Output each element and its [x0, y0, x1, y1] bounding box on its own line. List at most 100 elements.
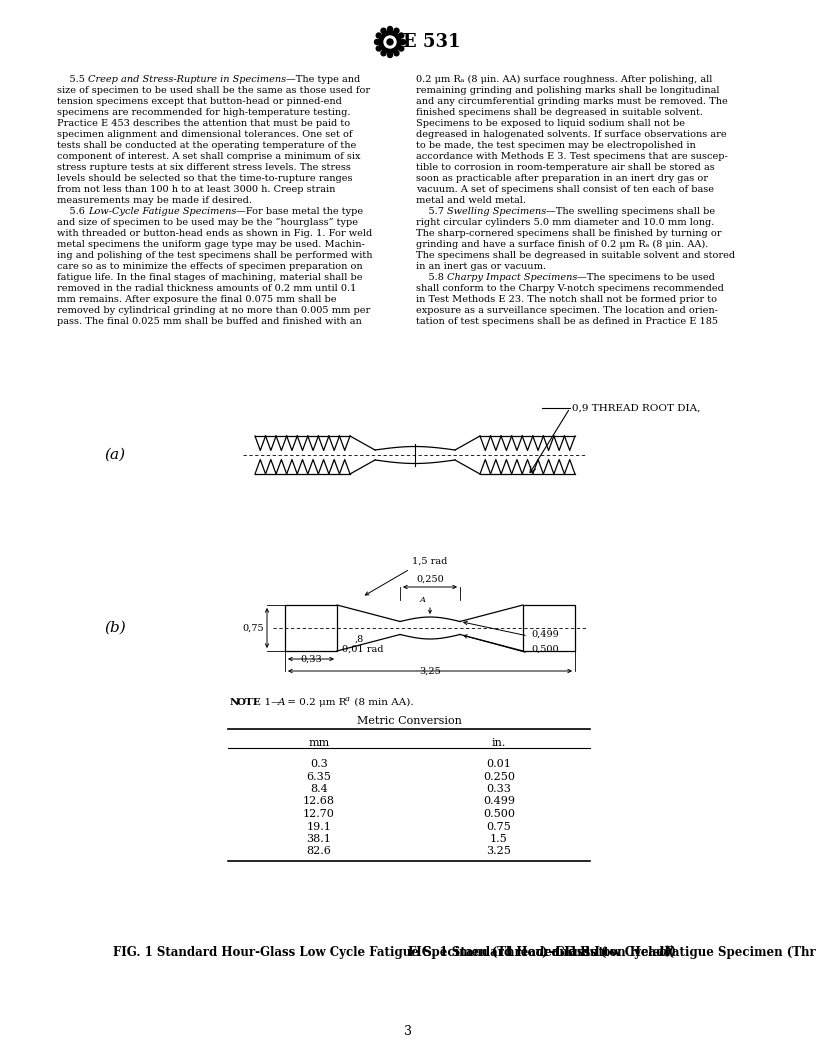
- Text: 6.35: 6.35: [307, 772, 331, 781]
- Text: metal and weld metal.: metal and weld metal.: [416, 196, 526, 205]
- Text: removed in the radial thickness amounts of 0.2 mm until 0.1: removed in the radial thickness amounts …: [57, 284, 357, 293]
- Text: a: a: [536, 946, 543, 959]
- Text: and size of specimen to be used may be the “hourglass” type: and size of specimen to be used may be t…: [57, 218, 358, 227]
- Text: mm remains. After exposure the final 0.075 mm shall be: mm remains. After exposure the final 0.0…: [57, 295, 336, 304]
- Text: finished specimens shall be degreased in suitable solvent.: finished specimens shall be degreased in…: [416, 108, 703, 117]
- Text: a: a: [345, 695, 350, 703]
- Text: (b): (b): [104, 621, 126, 635]
- Text: in Test Methods E 23. The notch shall not be formed prior to: in Test Methods E 23. The notch shall no…: [416, 295, 717, 304]
- Text: stress rupture tests at six different stress levels. The stress: stress rupture tests at six different st…: [57, 163, 351, 172]
- Text: (8 min AA).: (8 min AA).: [351, 698, 414, 708]
- Text: —For base metal the type: —For base metal the type: [237, 207, 363, 216]
- Text: Charpy Impact Specimens: Charpy Impact Specimens: [447, 274, 578, 282]
- Text: 19.1: 19.1: [307, 822, 331, 831]
- Circle shape: [394, 29, 399, 33]
- Text: A: A: [420, 596, 426, 604]
- Text: FIG. 1 Standard Hour-Glass Low Cycle Fatigue Specimen (Threaded Ends (: FIG. 1 Standard Hour-Glass Low Cycle Fat…: [113, 946, 606, 959]
- Circle shape: [381, 51, 386, 56]
- Circle shape: [401, 39, 406, 44]
- Text: 0,250: 0,250: [416, 576, 444, 584]
- Circle shape: [399, 46, 404, 51]
- Text: care so as to minimize the effects of specimen preparation on: care so as to minimize the effects of sp…: [57, 262, 362, 271]
- Text: 0.3: 0.3: [310, 759, 328, 769]
- Text: 5.6: 5.6: [57, 207, 88, 216]
- Circle shape: [381, 29, 386, 33]
- Text: specimens are recommended for high-temperature testing.: specimens are recommended for high-tempe…: [57, 108, 351, 117]
- Text: 0,33: 0,33: [300, 655, 322, 664]
- Text: 5.5: 5.5: [57, 75, 88, 84]
- Text: fatigue life. In the final stages of machining, material shall be: fatigue life. In the final stages of mac…: [57, 274, 362, 282]
- Text: levels should be selected so that the time-to-rupture ranges: levels should be selected so that the ti…: [57, 174, 353, 183]
- Text: b: b: [659, 946, 667, 959]
- Text: 0.500: 0.500: [483, 809, 515, 819]
- FancyBboxPatch shape: [285, 605, 337, 650]
- Text: from not less than 100 h to at least 3000 h. Creep strain: from not less than 100 h to at least 300…: [57, 185, 335, 194]
- Circle shape: [387, 39, 393, 45]
- Text: 0.33: 0.33: [486, 784, 512, 794]
- Text: 0.01: 0.01: [486, 759, 512, 769]
- Text: specimen alignment and dimensional tolerances. One set of: specimen alignment and dimensional toler…: [57, 130, 353, 139]
- Text: FIG. 1 Standard Hour-Glass Low Cycle Fatigue Specimen (Threaded Ends (: FIG. 1 Standard Hour-Glass Low Cycle Fat…: [408, 946, 816, 959]
- Text: size of specimen to be used shall be the same as those used for: size of specimen to be used shall be the…: [57, 86, 370, 95]
- Text: metal specimens the uniform gage type may be used. Machin-: metal specimens the uniform gage type ma…: [57, 240, 365, 249]
- Text: 0,500: 0,500: [531, 645, 559, 654]
- Text: 5.7: 5.7: [416, 207, 447, 216]
- Circle shape: [388, 53, 392, 57]
- Text: ,8: ,8: [355, 635, 364, 643]
- Text: —The type and: —The type and: [286, 75, 361, 84]
- Text: 3: 3: [404, 1025, 412, 1038]
- Text: )): )): [665, 946, 676, 959]
- Text: in.: in.: [492, 738, 506, 748]
- Text: exposure as a surveillance specimen. The location and orien-: exposure as a surveillance specimen. The…: [416, 306, 718, 315]
- Text: tension specimens except that button-head or pinned-end: tension specimens except that button-hea…: [57, 97, 342, 106]
- Circle shape: [375, 39, 379, 44]
- Text: E 531: E 531: [403, 33, 460, 51]
- Text: Low-Cycle Fatigue Specimens: Low-Cycle Fatigue Specimens: [88, 207, 237, 216]
- Text: right circular cylinders 5.0 mm diameter and 10.0 mm long.: right circular cylinders 5.0 mm diameter…: [416, 218, 714, 227]
- Text: 0,75: 0,75: [242, 623, 264, 633]
- Text: 12.70: 12.70: [303, 809, 335, 819]
- Text: ) and Button Head (: ) and Button Head (: [542, 946, 674, 959]
- Text: The sharp-cornered specimens shall be finished by turning or: The sharp-cornered specimens shall be fi…: [416, 229, 721, 238]
- Text: Practice E 453 describes the attention that must be paid to: Practice E 453 describes the attention t…: [57, 119, 350, 128]
- Text: 0.499: 0.499: [483, 796, 515, 807]
- Text: pass. The final 0.025 mm shall be buffed and finished with an: pass. The final 0.025 mm shall be buffed…: [57, 317, 361, 326]
- Text: = 0.2 μm R: = 0.2 μm R: [284, 698, 347, 708]
- Text: 5.8: 5.8: [416, 274, 447, 282]
- Text: 3,25: 3,25: [419, 667, 441, 676]
- Text: measurements may be made if desired.: measurements may be made if desired.: [57, 196, 252, 205]
- Text: 0.2 μm Rₐ (8 μin. AA) surface roughness. After polishing, all: 0.2 μm Rₐ (8 μin. AA) surface roughness.…: [416, 75, 712, 84]
- Text: tation of test specimens shall be as defined in Practice E 185: tation of test specimens shall be as def…: [416, 317, 718, 326]
- Text: Specimens to be exposed to liquid sodium shall not be: Specimens to be exposed to liquid sodium…: [416, 119, 685, 128]
- Text: degreased in halogenated solvents. If surface observations are: degreased in halogenated solvents. If su…: [416, 130, 726, 139]
- Text: 38.1: 38.1: [307, 834, 331, 844]
- Text: 0.250: 0.250: [483, 772, 515, 781]
- Circle shape: [379, 31, 401, 53]
- Text: A: A: [278, 698, 286, 708]
- Text: 82.6: 82.6: [307, 847, 331, 856]
- Text: grinding and have a surface finish of 0.2 μm Rₐ (8 μin. AA).: grinding and have a surface finish of 0.…: [416, 240, 708, 249]
- Text: soon as practicable after preparation in an inert dry gas or: soon as practicable after preparation in…: [416, 174, 708, 183]
- Text: remaining grinding and polishing marks shall be longitudinal: remaining grinding and polishing marks s…: [416, 86, 720, 95]
- Text: 1,5 rad: 1,5 rad: [412, 557, 448, 566]
- Circle shape: [394, 51, 399, 56]
- Circle shape: [384, 36, 396, 48]
- Text: Creep and Stress-Rupture in Specimens: Creep and Stress-Rupture in Specimens: [88, 75, 286, 84]
- Text: removed by cylindrical grinding at no more than 0.005 mm per: removed by cylindrical grinding at no mo…: [57, 306, 370, 315]
- FancyBboxPatch shape: [523, 605, 575, 650]
- Text: 0,499: 0,499: [531, 630, 559, 639]
- Text: ing and polishing of the test specimens shall be performed with: ing and polishing of the test specimens …: [57, 251, 372, 260]
- Text: and any circumferential grinding marks must be removed. The: and any circumferential grinding marks m…: [416, 97, 728, 106]
- Text: Swelling Specimens: Swelling Specimens: [447, 207, 547, 216]
- Text: mm: mm: [308, 738, 330, 748]
- Text: tests shall be conducted at the operating temperature of the: tests shall be conducted at the operatin…: [57, 142, 357, 150]
- Text: N: N: [230, 698, 240, 708]
- Text: OTE: OTE: [237, 698, 262, 708]
- Text: to be made, the test specimen may be electropolished in: to be made, the test specimen may be ele…: [416, 142, 696, 150]
- Circle shape: [376, 33, 381, 38]
- Circle shape: [399, 33, 404, 38]
- Text: tible to corrosion in room-temperature air shall be stored as: tible to corrosion in room-temperature a…: [416, 163, 715, 172]
- Text: 1—: 1—: [258, 698, 282, 708]
- Text: with threaded or button-head ends as shown in Fig. 1. For weld: with threaded or button-head ends as sho…: [57, 229, 372, 238]
- Text: 3.25: 3.25: [486, 847, 512, 856]
